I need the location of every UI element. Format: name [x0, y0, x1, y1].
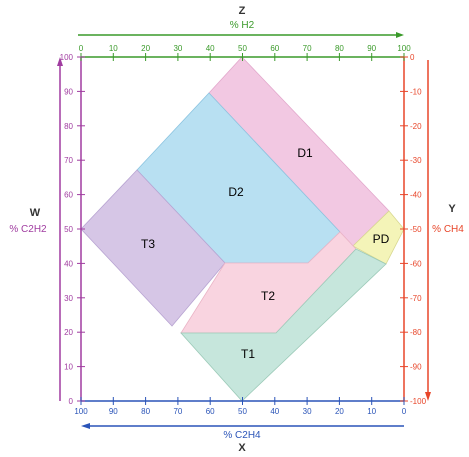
top-tick-label: 100 [397, 44, 411, 53]
right-tick-label: -80 [410, 328, 422, 337]
left-tick-label: 20 [64, 328, 73, 337]
top-tick-label: 60 [270, 44, 279, 53]
top-tick-label: 90 [367, 44, 376, 53]
left-tick-label: 0 [69, 397, 74, 406]
zone-label-d2: D2 [228, 185, 244, 199]
top-tick-label: 30 [173, 44, 182, 53]
axis-label-c2h2: % C2H2 [9, 224, 47, 235]
ticks-left: 0 10 20 30 40 50 60 70 80 90 100 [60, 53, 85, 406]
left-tick-label: 90 [64, 87, 73, 96]
right-tick-label: -50 [410, 225, 422, 234]
axis-letter-x: X [238, 442, 246, 454]
left-tick-label: 10 [64, 363, 73, 372]
top-tick-label: 20 [141, 44, 150, 53]
zone-label-t1: T1 [241, 347, 255, 361]
right-tick-label: -10 [410, 87, 422, 96]
bottom-tick-label: 70 [173, 407, 182, 416]
right-tick-label: -90 [410, 363, 422, 372]
bottom-tick-label: 0 [402, 407, 407, 416]
zone-label-pd: PD [373, 232, 390, 246]
top-tick-label: 50 [238, 44, 247, 53]
bottom-tick-label: 60 [206, 407, 215, 416]
axis-letter-w: W [30, 207, 41, 219]
left-tick-label: 80 [64, 122, 73, 131]
zone-label-t3: T3 [141, 237, 155, 251]
right-tick-label: -30 [410, 156, 422, 165]
left-tick-label: 100 [60, 53, 74, 62]
right-tick-label: 0 [410, 53, 415, 62]
bottom-tick-label: 100 [74, 407, 88, 416]
right-tick-label: -40 [410, 191, 422, 200]
bottom-tick-label: 50 [238, 407, 247, 416]
left-tick-label: 70 [64, 156, 73, 165]
top-tick-label: 40 [206, 44, 215, 53]
axis-label-h2: % H2 [230, 20, 255, 31]
axis-letter-z: Z [239, 5, 246, 17]
right-tick-label: -60 [410, 259, 422, 268]
left-tick-label: 50 [64, 225, 73, 234]
bottom-tick-label: 30 [303, 407, 312, 416]
bottom-tick-label: 80 [141, 407, 150, 416]
zone-label-d1: D1 [297, 146, 313, 160]
bottom-tick-label: 20 [335, 407, 344, 416]
left-tick-label: 30 [64, 294, 73, 303]
axis-label-ch4: % CH4 [432, 224, 464, 235]
ticks-right: 0 -10 -20 -30 -40 -50 -60 -70 -80 -90 -100 [400, 53, 427, 406]
top-tick-label: 80 [335, 44, 344, 53]
ticks-bottom: 100 90 80 70 60 50 40 30 20 10 0 [74, 397, 407, 416]
ticks-top: 0 10 20 30 40 50 60 70 80 90 100 [79, 44, 411, 61]
right-tick-label: -100 [410, 397, 427, 406]
zone-t1 [180, 248, 387, 402]
zone-label-t2: T2 [261, 289, 275, 303]
bottom-tick-label: 40 [270, 407, 279, 416]
right-tick-label: -20 [410, 122, 422, 131]
zone-t3 [80, 169, 226, 327]
top-tick-label: 0 [79, 44, 84, 53]
axis-label-c2h4: % C2H4 [223, 430, 261, 441]
bottom-tick-label: 10 [367, 407, 376, 416]
right-tick-label: -70 [410, 294, 422, 303]
axis-letter-y: Y [448, 203, 456, 215]
top-tick-label: 10 [109, 44, 118, 53]
bottom-tick-label: 90 [109, 407, 118, 416]
left-tick-label: 60 [64, 191, 73, 200]
top-tick-label: 70 [303, 44, 312, 53]
left-tick-label: 40 [64, 259, 73, 268]
